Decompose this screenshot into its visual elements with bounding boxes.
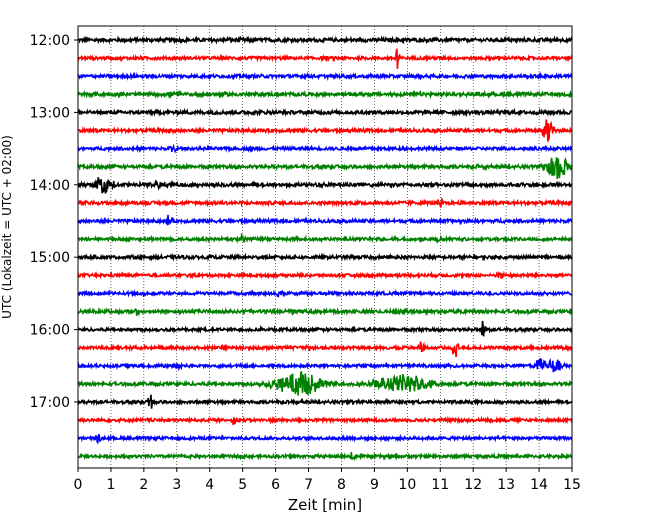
y-tick-label: 14:00	[30, 178, 70, 194]
trace-1630	[77, 357, 573, 373]
trace-1200	[77, 35, 573, 45]
x-tick-label: 12	[464, 477, 482, 493]
x-tick-label: 7	[304, 477, 313, 493]
trace-1315	[77, 119, 573, 142]
x-tick-label: 1	[106, 477, 115, 493]
trace-1530	[77, 288, 573, 298]
x-tick-label: 2	[139, 477, 148, 493]
seismic-traces	[77, 35, 573, 462]
trace-1745	[77, 451, 573, 462]
trace-1515	[77, 270, 573, 280]
y-tick-label: 12:00	[30, 33, 70, 49]
trace-1300	[77, 107, 573, 118]
trace-1500	[77, 252, 573, 262]
trace-1645	[77, 370, 573, 396]
x-tick-label: 15	[563, 477, 581, 493]
trace-1545	[77, 306, 573, 317]
trace-1600	[77, 320, 573, 337]
trace-1715	[77, 415, 573, 426]
x-tick-label: 14	[530, 477, 548, 493]
y-tick-label: 15:00	[30, 250, 70, 266]
trace-1215	[77, 48, 573, 69]
x-tick-label: 11	[431, 477, 449, 493]
trace-1400	[77, 177, 573, 194]
x-tick-label: 6	[271, 477, 280, 493]
trace-1430	[77, 214, 573, 226]
x-tick-label: 4	[205, 477, 214, 493]
x-tick-label: 10	[398, 477, 416, 493]
y-axis-ticks: 12:00 13:00 14:00 15:00 16:00 17:00	[30, 33, 78, 411]
x-tick-label: 13	[497, 477, 515, 493]
x-tick-label: 8	[337, 477, 346, 493]
y-tick-label: 17:00	[30, 395, 70, 411]
x-tick-label: 5	[238, 477, 247, 493]
trace-1330	[77, 143, 573, 154]
y-axis-label: UTC (Lokalzeit = UTC + 02:00)	[0, 135, 14, 319]
trace-1615	[77, 341, 573, 358]
trace-1730	[77, 433, 573, 445]
plot-frame	[77, 25, 573, 469]
x-axis-label: Zeit [min]	[288, 496, 362, 514]
y-tick-label: 13:00	[30, 105, 70, 121]
trace-1230	[77, 71, 573, 81]
x-axis-ticks: 0 1 2 3 4 5 6 7 8 9 10 11 12 13 14 15	[74, 468, 581, 493]
trace-1415	[77, 196, 573, 208]
trace-1345	[77, 157, 573, 180]
x-tick-label: 3	[172, 477, 181, 493]
trace-1245	[77, 89, 573, 100]
y-tick-label: 16:00	[30, 323, 70, 339]
trace-1445	[77, 232, 573, 244]
x-tick-label: 0	[74, 477, 83, 493]
trace-1700	[77, 394, 573, 409]
x-tick-label: 9	[370, 477, 379, 493]
